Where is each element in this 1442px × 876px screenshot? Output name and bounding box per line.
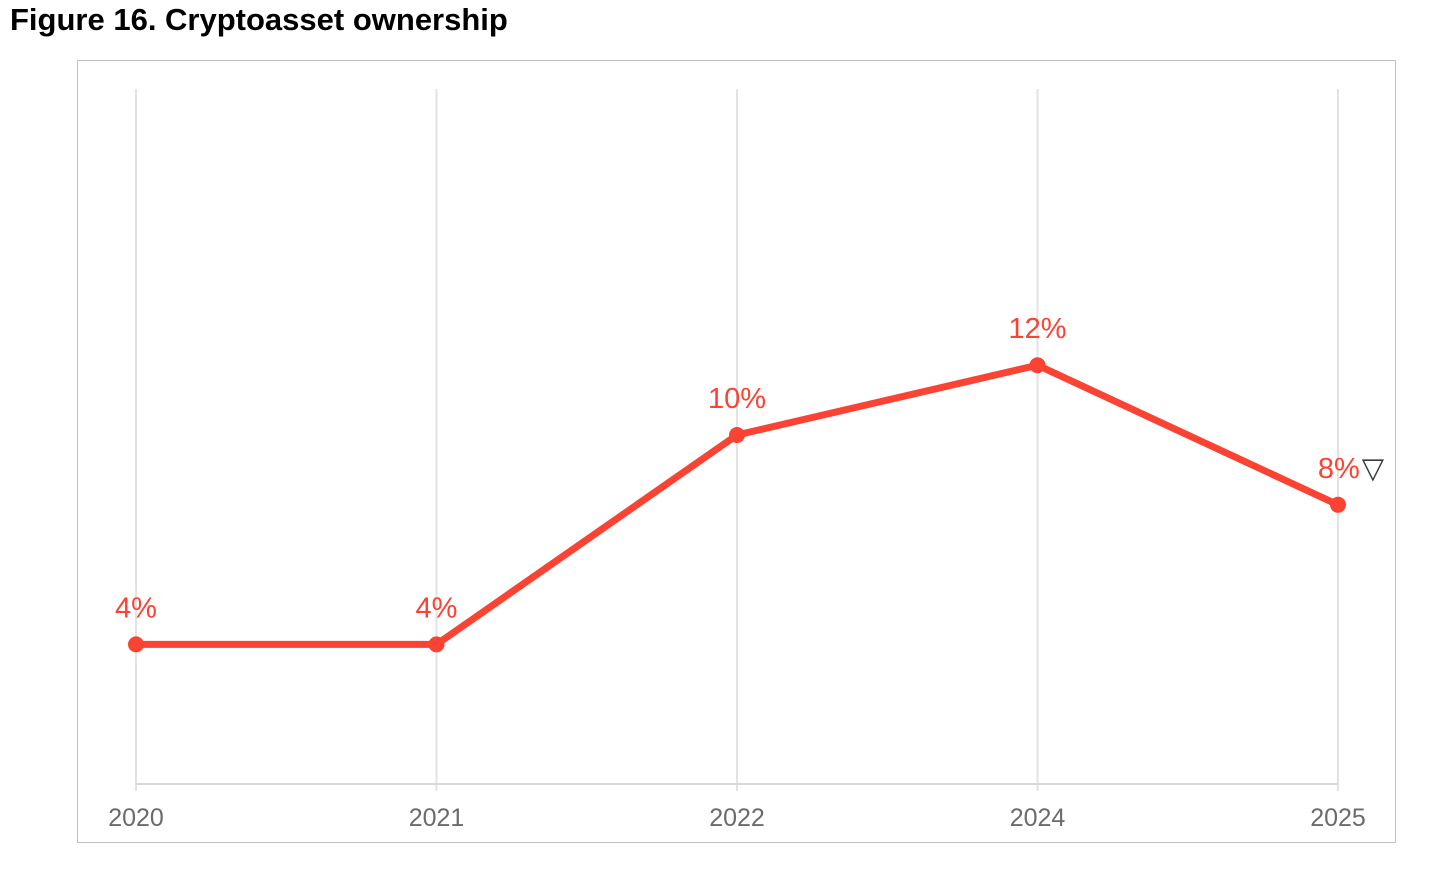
chart-frame: 4% 4% 10% 12% 8%▽ 2020 2021 2022 2024 2025	[77, 60, 1396, 843]
data-point-2022	[729, 427, 745, 443]
data-point-2025	[1330, 496, 1346, 513]
x-tick-label-2020: 2020	[108, 804, 164, 832]
data-label-2022: 10%	[708, 383, 766, 415]
x-tick-label-2021: 2021	[409, 804, 465, 832]
cryptoasset-ownership-line-chart: 4% 4% 10% 12% 8%▽ 2020 2021 2022 2024 2025	[108, 89, 1385, 832]
x-tick-label-2025: 2025	[1310, 804, 1366, 832]
data-point-2020	[128, 636, 144, 653]
data-point-2024	[1029, 357, 1046, 374]
data-label-2021: 4%	[416, 592, 458, 624]
x-tick-label-2022: 2022	[709, 804, 765, 832]
data-label-2020: 4%	[115, 592, 157, 624]
down-triangle-icon: ▽	[1362, 453, 1385, 485]
data-label-2024: 12%	[1008, 313, 1066, 345]
data-point-2021	[428, 636, 445, 653]
data-label-value: 8%	[1318, 453, 1360, 485]
figure-title: Figure 16. Cryptoasset ownership	[10, 2, 508, 37]
data-label-2025: 8%▽	[1318, 453, 1385, 485]
x-tick-label-2024: 2024	[1010, 804, 1066, 832]
